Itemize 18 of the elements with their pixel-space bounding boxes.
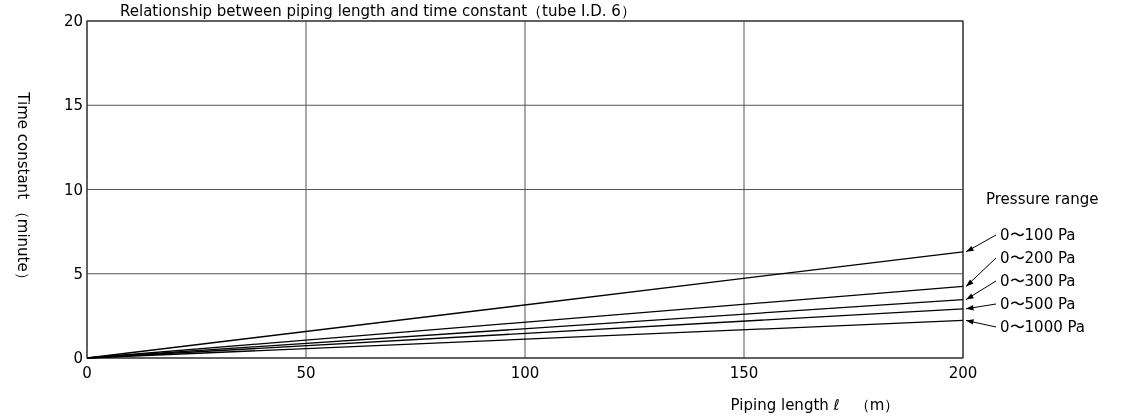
chart-title: Relationship between piping length and time constant（tube I.D. 6） [120,2,636,20]
legend-title: Pressure range [986,190,1099,208]
x-tick-label: 100 [510,364,540,382]
legend-label: 0〜200 Pa [1000,249,1076,267]
y-tick-label: 15 [63,96,83,115]
y-tick-label: 0 [73,349,83,367]
y-tick-label: 10 [63,180,83,199]
x-tick-label: 200 [948,364,978,382]
legend-label: 0〜500 Pa [1000,295,1076,313]
x-axis-title: Piping length ℓ （m） [730,396,900,414]
x-tick-label: 50 [296,364,316,382]
y-tick-label: 20 [63,12,83,30]
y-tick-label: 5 [73,264,83,283]
legend-label: 0〜100 Pa [1000,226,1076,244]
legend-label: 0〜1000 Pa [1000,318,1086,336]
y-axis-title: Time constant （minute） [14,91,32,287]
x-tick-label: 150 [729,364,759,382]
legend-label: 0〜300 Pa [1000,272,1076,290]
